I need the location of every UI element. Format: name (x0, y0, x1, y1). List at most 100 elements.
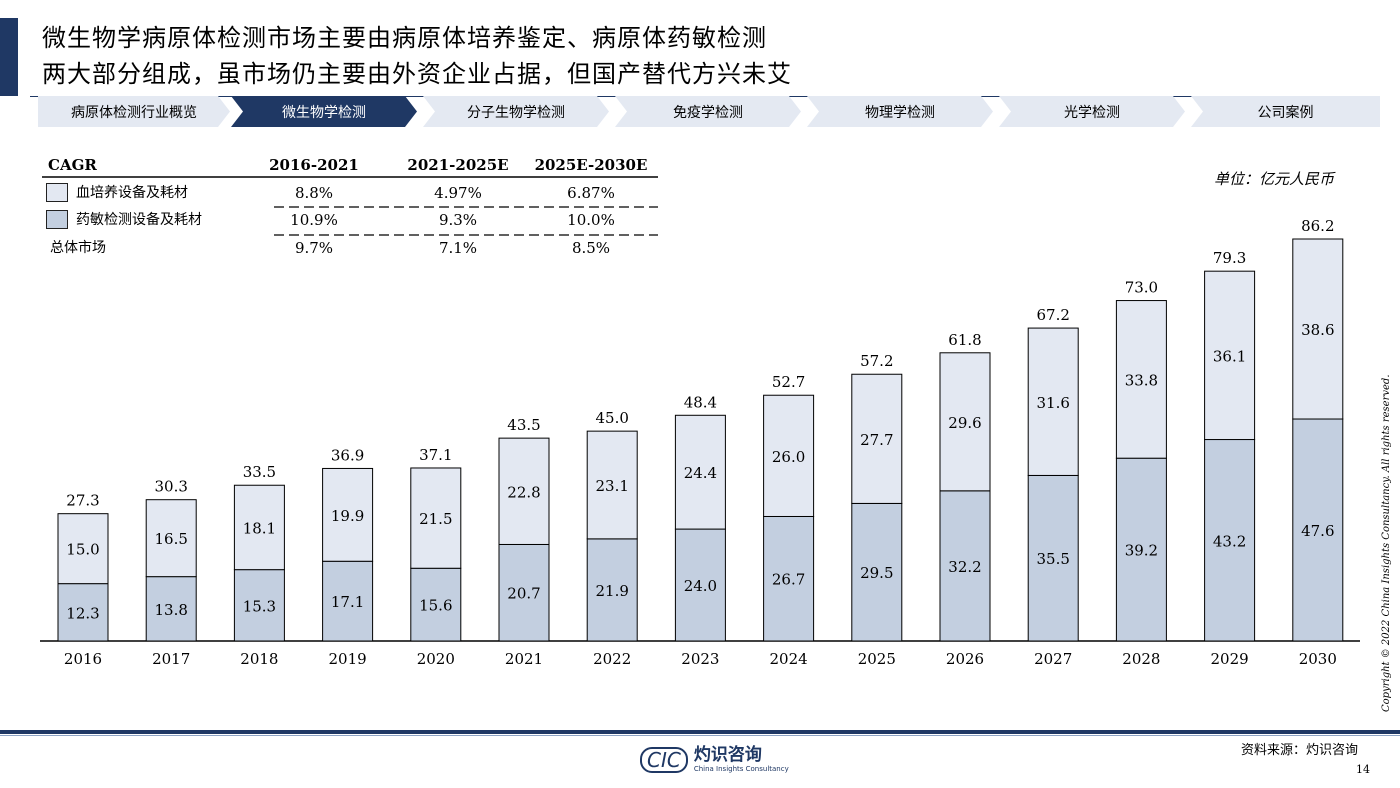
data-label-blood-culture: 31.6 (1036, 394, 1069, 412)
data-label-blood-culture: 18.1 (243, 519, 276, 537)
logo-mark: CIC (640, 746, 688, 773)
legend-label: 药敏检测设备及耗材 (76, 212, 202, 228)
cagr-header-label: CAGR (48, 156, 97, 174)
data-label-ast: 24.0 (684, 577, 717, 595)
cagr-header-row: CAGR 2016-2021 2021-2025E 2025E-2030E (42, 156, 662, 182)
bar-segment-blood-culture (1027, 327, 1079, 476)
bar-segment-blood-culture (939, 352, 991, 492)
data-label-blood-culture: 15.0 (66, 541, 99, 559)
x-tick-label: 2019 (329, 650, 367, 668)
bar-segment-blood-culture (1115, 300, 1167, 459)
cagr-row-ast: 药敏检测设备及耗材 10.9% 9.3% 10.0% (42, 209, 662, 235)
data-label-ast: 26.7 (772, 571, 805, 589)
page-number: 14 (1356, 763, 1370, 776)
tab-molecular[interactable]: 分子生物学检测 (423, 96, 609, 127)
bar-segment-ast (57, 583, 109, 642)
cagr-row-total: 总体市场 9.7% 7.1% 8.5% (42, 237, 662, 263)
logo-english-name: China Insights Consultancy (693, 765, 789, 773)
tab-label: 病原体检测行业概览 (71, 104, 197, 121)
tab-label: 公司案例 (1257, 104, 1314, 121)
total-label: 36.9 (331, 446, 364, 464)
x-tick-label: 2024 (770, 650, 808, 668)
total-label: 79.3 (1213, 249, 1246, 267)
data-label-blood-culture: 19.9 (331, 507, 364, 525)
x-tick-label: 2020 (417, 650, 455, 668)
data-label-ast: 39.2 (1125, 542, 1158, 560)
data-label-blood-culture: 23.1 (595, 477, 628, 495)
tab-label: 免疫学检测 (673, 104, 743, 121)
x-tick-label: 2022 (593, 650, 631, 668)
tab-label: 光学检测 (1064, 104, 1120, 121)
x-tick-label: 2017 (152, 650, 190, 668)
x-tick-label: 2030 (1299, 650, 1337, 668)
bar-segment-ast (763, 515, 815, 642)
legend-swatch-dark (46, 209, 68, 229)
x-tick-label: 2016 (64, 650, 102, 668)
section-nav: 病原体检测行业概览 微生物学检测 分子生物学检测 免疫学检测 物理学检测 光学检… (38, 96, 1380, 127)
tab-overview[interactable]: 病原体检测行业概览 (38, 96, 230, 127)
bar-segment-ast (322, 560, 374, 642)
cic-logo: CIC 灼识咨询 China Insights Consultancy (640, 746, 789, 773)
tab-shape (423, 96, 609, 127)
title-accent-bar (0, 18, 18, 96)
logo-chinese-name: 灼识咨询 (693, 745, 762, 765)
source-note: 资料来源：灼识咨询 (1240, 743, 1358, 758)
footer-rule (0, 730, 1400, 734)
data-label-ast: 20.7 (507, 585, 540, 603)
bar-segment-ast (1027, 474, 1079, 642)
bar-segment-blood-culture (851, 373, 903, 504)
data-label-ast: 35.5 (1036, 550, 1069, 568)
tab-shape (38, 96, 230, 127)
x-tick-label: 2028 (1122, 650, 1160, 668)
data-label-ast: 12.3 (66, 604, 99, 622)
cagr-value: 9.3% (438, 211, 478, 229)
bar-segment-blood-culture (57, 513, 109, 585)
tab-shape (1191, 96, 1380, 127)
data-label-ast: 15.6 (419, 597, 452, 615)
tab-case-study[interactable]: 公司案例 (1191, 96, 1380, 127)
legend-item-blood-culture: 血培养设备及耗材 (46, 182, 188, 202)
data-label-blood-culture: 27.7 (860, 431, 893, 449)
cagr-value: 9.7% (294, 239, 334, 257)
x-tick-label: 2026 (946, 650, 984, 668)
cagr-value: 8.8% (294, 184, 334, 202)
data-label-blood-culture: 22.8 (507, 483, 540, 501)
tab-label: 微生物学检测 (282, 104, 366, 121)
bar-segment-blood-culture (322, 467, 374, 562)
data-label-ast: 17.1 (331, 593, 364, 611)
x-tick-label: 2027 (1034, 650, 1072, 668)
logo-text: 灼识咨询 China Insights Consultancy (693, 745, 789, 774)
tab-physics[interactable]: 物理学检测 (807, 96, 993, 127)
data-label-ast: 13.8 (154, 601, 187, 619)
total-label: 45.0 (595, 409, 628, 427)
bar-segment-blood-culture (674, 414, 726, 530)
cagr-row-label: 总体市场 (50, 240, 106, 256)
tab-shape (231, 96, 417, 127)
bar-segment-blood-culture (1204, 270, 1256, 441)
total-label: 37.1 (419, 446, 452, 464)
tab-immunology[interactable]: 免疫学检测 (615, 96, 801, 127)
total-label: 30.3 (154, 478, 187, 496)
cagr-value: 8.5% (571, 239, 611, 257)
legend-item-ast: 药敏检测设备及耗材 (46, 209, 202, 229)
data-label-blood-culture: 38.6 (1301, 321, 1334, 339)
tab-shape (615, 96, 801, 127)
cagr-period: 2021-2025E (407, 156, 509, 174)
tab-microbiology[interactable]: 微生物学检测 (231, 96, 417, 127)
total-label: 57.2 (860, 352, 893, 370)
cagr-table-rules (42, 176, 658, 236)
x-tick-label: 2018 (240, 650, 278, 668)
data-label-blood-culture: 21.5 (419, 510, 452, 528)
tab-shape (999, 96, 1185, 127)
bar-segment-blood-culture (763, 394, 815, 517)
legend-swatch-light (46, 182, 68, 202)
x-tick-label: 2029 (1211, 650, 1249, 668)
copyright-notice: Copyright © 2022 China Insights Consulta… (1381, 374, 1392, 712)
stacked-bar-chart: 12.3 15.0 27.3 2016 13.8 16.5 30.3 2017 15.3 18.1… (40, 217, 1360, 668)
total-label: 27.3 (66, 492, 99, 510)
total-label: 73.0 (1125, 279, 1158, 297)
data-label-ast: 32.2 (948, 558, 981, 576)
tab-optical[interactable]: 光学检测 (999, 96, 1185, 127)
unit-label: 单位：亿元人民币 (1213, 170, 1334, 188)
data-label-ast: 47.6 (1301, 522, 1334, 540)
